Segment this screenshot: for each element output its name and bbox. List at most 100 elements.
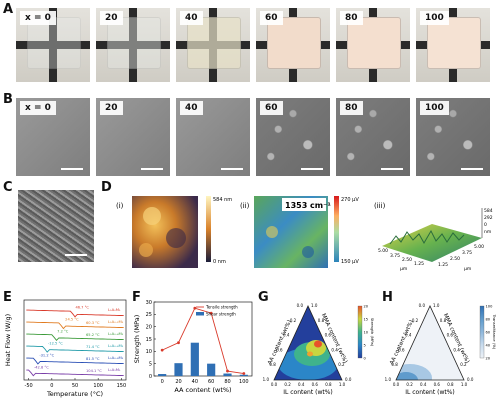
series-label: L₁A₀.₄M₁ (108, 331, 124, 336)
tile-label: 40 (180, 11, 203, 25)
series-label: L₁A₀.₆M₁ (108, 343, 124, 348)
y-tick-label: 0 (149, 374, 152, 380)
y-unit: µm (464, 267, 471, 272)
z-tick: 0 (484, 222, 487, 228)
y-tick: 2.50 (450, 256, 460, 262)
ternary-tick: 0.0 (297, 303, 304, 308)
ternary-tick: 0.6 (312, 382, 319, 387)
y-tick-label: 20 (146, 324, 152, 330)
strength-chart: 0 5 10 15 20 25 30 0 20 40 60 80 100 AA content (wt%)… (133, 300, 253, 394)
ir-max-label: 270 µV (341, 197, 359, 203)
tg-label: -31.2 °C (39, 354, 54, 358)
ir-ii-label: (ii) (240, 202, 250, 210)
afm-colorbar (206, 196, 211, 262)
shear-bar (174, 363, 183, 376)
scale-bar (461, 168, 483, 170)
wavenumber-label: 1353 cm⁻¹ (285, 201, 331, 210)
tg-label: 65.2 °C (86, 333, 100, 337)
shear-bar (190, 342, 199, 376)
x-tick-label: 80 (224, 379, 230, 385)
ternary-tick: 0.2 (338, 362, 345, 367)
ternary-tick: 0.6 (325, 333, 332, 338)
dsc-curve (26, 357, 124, 365)
sem-image: 40 (176, 98, 250, 176)
tensile-point (226, 369, 229, 373)
film-square (427, 17, 481, 69)
ternary-tick: 0.4 (420, 382, 427, 387)
ternary-tick: 0.4 (298, 382, 305, 387)
legend-label: Tensile strength (205, 305, 238, 310)
colorbar-tick: 0 (364, 356, 367, 360)
ternary-tick: 1.0 (263, 377, 270, 382)
ternary-tick: 0.4 (453, 347, 460, 352)
ternary-tick: 0.6 (434, 382, 441, 387)
tensile-point (209, 311, 213, 315)
film-square (27, 17, 81, 69)
ternary-tick: 0.6 (447, 333, 454, 338)
film-square (187, 17, 241, 69)
y-tick-label: 10 (146, 349, 152, 355)
y-tick-label: 5 (149, 361, 152, 367)
y-tick: 1.25 (438, 262, 448, 268)
x-axis-label: Temperature (°C) (46, 390, 103, 398)
ternary-tick: 0.8 (318, 318, 325, 323)
x-tick-label: -50 (25, 383, 33, 389)
x-tick-label: 40 (192, 379, 198, 385)
ternary-tick: 0.0 (271, 382, 278, 387)
dsc-chart: -50 0 50 100 150 Temperature (°C) Heat Flow (W… (4, 299, 127, 398)
tensile-line (161, 307, 244, 374)
ir-colorbar (334, 196, 339, 262)
ternary-tick: 0.4 (283, 333, 290, 338)
panel-label-g: G (258, 290, 269, 305)
colorbar-tick: 5 (364, 343, 366, 347)
y-tick: 3.75 (462, 250, 472, 256)
colorbar-tick: 10 (364, 330, 369, 334)
dsc-curve (26, 345, 124, 353)
ternary-tick: 0.0 (393, 382, 400, 387)
x-tick: 1.25 (414, 261, 424, 267)
z-unit: nm (484, 230, 491, 235)
film-square (347, 17, 401, 69)
shear-bar (207, 363, 216, 376)
scale-bar (141, 168, 163, 170)
wavenumber-box (282, 198, 326, 211)
tile-label: 100 (420, 101, 449, 115)
shear-bar (223, 373, 232, 376)
sample-photo: 80 (336, 8, 410, 82)
x-tick: 5.00 (378, 248, 388, 254)
ternary-tick: 0.8 (269, 362, 276, 367)
x-unit: µm (400, 267, 407, 272)
z-tick: 584 (484, 208, 493, 214)
tg-label: 24.5 °C (65, 318, 79, 322)
dsc-curve (26, 309, 124, 318)
x-tick-label: 20 (175, 379, 181, 385)
sample-photo: 20 (96, 8, 170, 82)
tg-label: -12.5 °C (48, 342, 63, 346)
tg-label: -42.8 °C (34, 366, 49, 370)
sem-image: 100 (416, 98, 490, 176)
ir-min-label: 150 µV (341, 259, 359, 265)
tile-label: 60 (260, 101, 283, 115)
tg-label: 60.3 °C (86, 321, 100, 325)
ternary-tick: 0.2 (412, 318, 419, 323)
colorbar-tick: 15 (364, 317, 369, 321)
tile-label: x = 0 (20, 101, 56, 115)
colorbar-tick: 20 (364, 304, 369, 308)
panel-label-a: A (3, 2, 14, 17)
y-tick-label: 15 (146, 337, 152, 343)
ternary-bottom-label: IL content (wt%) (405, 389, 455, 396)
colorbar-tick: 40 (486, 343, 491, 347)
dsc-curve (26, 369, 124, 377)
film-square (107, 17, 161, 69)
series-label: L₁A₀M₁ (108, 307, 121, 312)
colorbar (479, 305, 485, 359)
scale-bar (61, 168, 83, 170)
dsc-curve (26, 333, 124, 341)
x-tick-label: 60 (208, 379, 214, 385)
colorbar (357, 305, 363, 359)
tensile-point (193, 306, 197, 310)
sem-image: 20 (96, 98, 170, 176)
scale-bar (381, 168, 403, 170)
x-tick-label: 0 (161, 379, 164, 385)
tg-label: 81.5 °C (86, 357, 100, 361)
